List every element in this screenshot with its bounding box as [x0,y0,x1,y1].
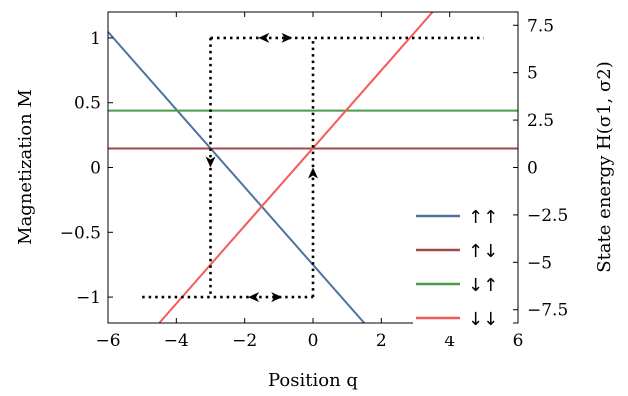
legend-label-4: ↓↓ [468,309,498,330]
y-right-tick-label: −5 [527,253,552,273]
y-axis-label-left: Magnetization M [15,89,36,245]
double-arrow-2-left-head [248,292,260,303]
legend-label-2: ↑↓ [468,241,498,262]
double-arrow-1-left-head [258,32,270,43]
y-right-tick-label: −2.5 [527,206,568,226]
y-right-tick-label: 5 [527,64,538,84]
series-line-4 [158,12,434,323]
legend-label-1: ↑↑ [468,207,498,228]
y-axis-label-right: State energy H(σ1, σ2) [594,61,615,272]
arrow-up-head [308,167,318,179]
y-right-tick-label: 7.5 [527,16,554,36]
y-left-tick-label: 0 [90,159,101,179]
x-tick-label: 4 [444,331,455,351]
legend: ↑↑ ↑↓ ↓↑ ↓↓ [413,198,513,336]
arrow-down-head [205,156,216,168]
x-tick-label: −6 [95,331,120,351]
y-right-tick-label: −7.5 [527,301,568,321]
x-tick-label: 0 [308,331,319,351]
hysteresis-loop [142,32,484,303]
y-right-tick-label: 2.5 [527,111,554,131]
x-tick-label: −2 [232,331,257,351]
y-left-tick-label: −0.5 [60,223,101,243]
x-tick-label: 2 [376,331,387,351]
y-left-tick-label: −1 [76,288,101,308]
double-arrow-2-right-head [271,292,283,303]
y-left-tick-label: 0.5 [74,94,101,114]
y-right-tick-label: 0 [527,159,538,179]
y-left-tick-label: 1 [90,29,101,49]
x-axis-label: Position q [268,370,358,391]
double-arrow-1-right-head [281,32,293,43]
series-line-1 [108,31,366,323]
ticks-layer: −6 −4 −2 0 2 4 6 1 0.5 0 −0.5 −1 7.5 5 2.5 0 −2.5 −5 −7.5 [60,12,568,351]
legend-label-3: ↓↑ [468,275,498,296]
x-tick-label: 6 [513,331,524,351]
x-tick-label: −4 [164,331,189,351]
legend-background [413,198,513,336]
series-layer [108,12,518,323]
